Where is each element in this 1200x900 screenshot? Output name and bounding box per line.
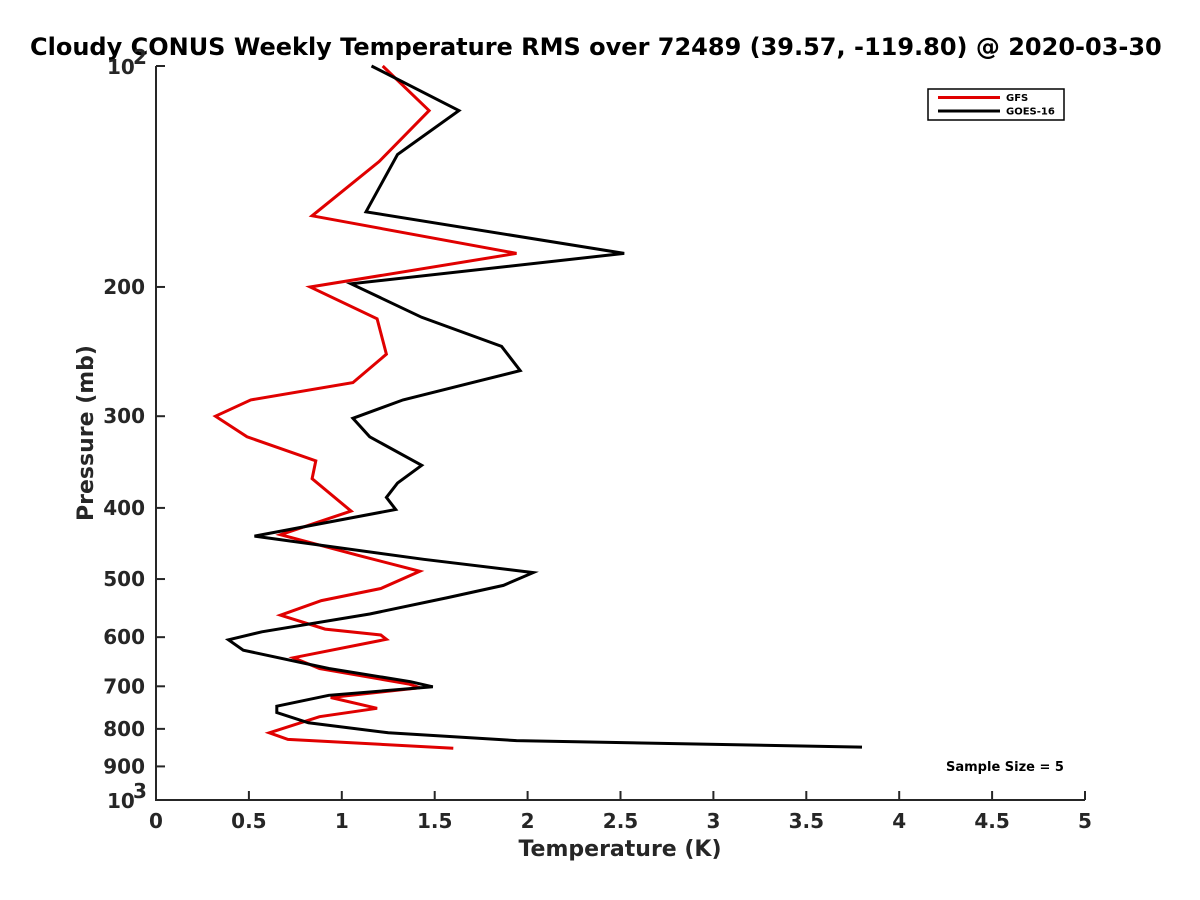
x-tick-label: 1.5 — [417, 809, 452, 833]
y-tick-label: 10 — [107, 55, 135, 79]
y-tick-label: 600 — [103, 625, 145, 649]
series-line-goes16 — [224, 64, 863, 749]
y-tick-label: 400 — [103, 496, 145, 520]
sample-size-annotation: Sample Size = 5 — [946, 760, 1064, 775]
y-tick-label: 200 — [103, 275, 145, 299]
x-axis-label: Temperature (K) — [518, 837, 721, 862]
axes-layer — [155, 66, 1085, 801]
x-tick-label: 5 — [1078, 809, 1092, 833]
y-tick-label: 900 — [103, 754, 145, 778]
x-tick-label: 0 — [149, 809, 163, 833]
chart-title: Cloudy CONUS Weekly Temperature RMS over… — [30, 33, 1162, 61]
series-layer — [212, 64, 863, 750]
y-tick-label-exponent: 3 — [133, 779, 147, 803]
x-ticks: 0 0.5 1 1.5 2 2.5 3 3.5 4 4.5 5 — [149, 791, 1092, 833]
x-tick-label: 2.5 — [603, 809, 638, 833]
axis-box — [155, 66, 1085, 801]
x-tick-label: 0.5 — [231, 809, 266, 833]
legend-label-gfs: GFS — [1006, 93, 1028, 104]
y-tick-label: 10 — [107, 789, 135, 813]
x-tick-label: 2 — [521, 809, 535, 833]
x-tick-label: 4.5 — [974, 809, 1009, 833]
y-tick-label: 800 — [103, 717, 145, 741]
legend: GFS GOES-16 — [927, 88, 1065, 121]
y-axis-label: Pressure (mb) — [74, 345, 99, 521]
x-tick-label: 4 — [892, 809, 906, 833]
x-tick-label: 3.5 — [789, 809, 824, 833]
x-tick-label: 3 — [706, 809, 720, 833]
x-tick-label: 1 — [335, 809, 349, 833]
y-tick-label: 700 — [103, 674, 145, 698]
y-tick-label: 500 — [103, 567, 145, 591]
legend-box — [927, 88, 1065, 121]
legend-label-goes16: GOES-16 — [1006, 107, 1055, 118]
y-tick-label: 300 — [103, 404, 145, 428]
series-line-gfs — [212, 64, 517, 750]
y-tick-label-exponent: 2 — [133, 45, 147, 69]
